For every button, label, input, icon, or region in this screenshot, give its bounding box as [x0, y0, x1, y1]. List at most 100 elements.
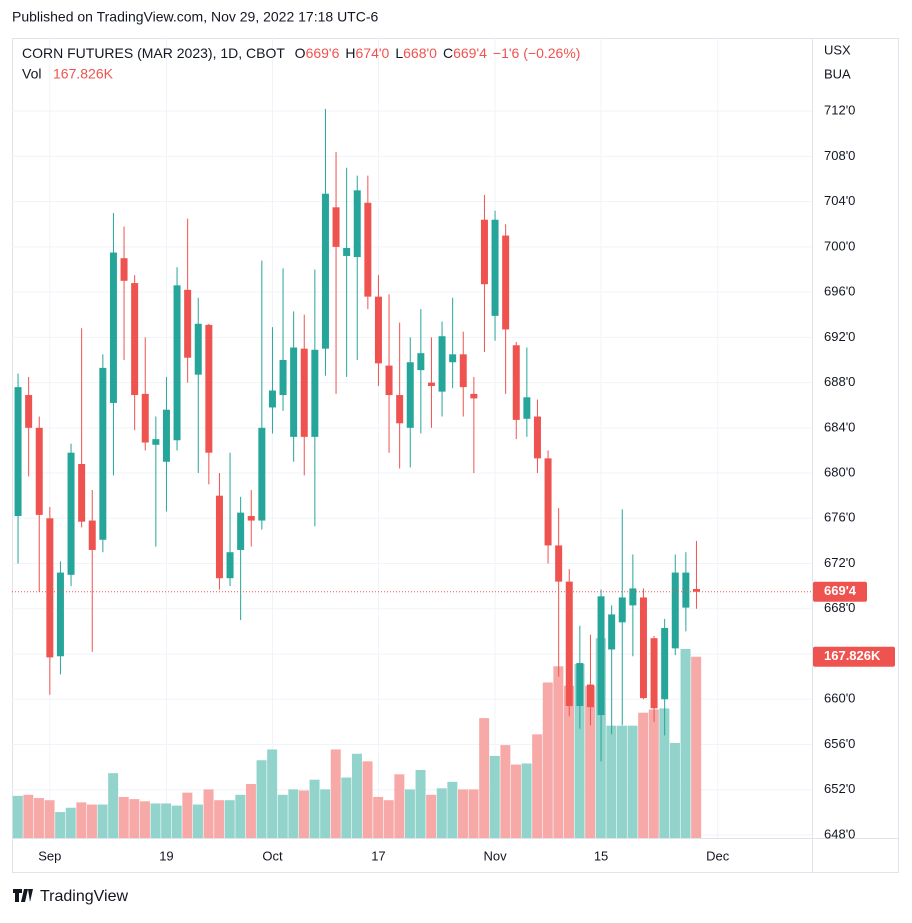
volume-bar — [489, 755, 500, 838]
brand: TradingView — [40, 888, 128, 905]
y-tick-label: 696'0 — [824, 284, 855, 299]
volume-bar — [341, 777, 352, 838]
candle-body — [396, 395, 404, 424]
volume-bar — [553, 666, 564, 838]
candle-body — [88, 520, 96, 550]
candle-body — [78, 464, 86, 522]
candle-body — [247, 516, 255, 521]
volume-bar — [235, 794, 246, 838]
x-tick-label: Oct — [262, 848, 283, 863]
candle-body — [682, 572, 690, 608]
y-tick-label: 652'0 — [824, 781, 855, 796]
candle-body — [406, 362, 414, 428]
candle-body — [332, 207, 340, 247]
candle-body — [25, 395, 33, 428]
last-price-label: 669'4 — [824, 583, 857, 598]
volume-bar — [521, 763, 532, 838]
y-tick-label: 700'0 — [824, 238, 855, 253]
candle-body — [544, 458, 552, 546]
volume-bar — [648, 709, 659, 838]
candle-body — [141, 393, 149, 443]
legend-item: L — [395, 45, 403, 61]
candle-body — [109, 252, 117, 403]
candle-body — [321, 193, 329, 349]
candle-body — [184, 289, 192, 358]
volume-bar — [55, 812, 66, 838]
candle-body — [417, 353, 425, 371]
candle-body — [438, 336, 446, 392]
candle-body — [290, 347, 298, 437]
volume-bar — [139, 801, 150, 838]
y-tick-label: 668'0 — [824, 600, 855, 615]
volume-bar — [616, 725, 627, 838]
volume-bar — [468, 789, 479, 838]
y-tick-label: 704'0 — [824, 193, 855, 208]
volume-bar — [447, 781, 458, 838]
volume-bar — [383, 800, 394, 838]
volume-bar — [436, 788, 447, 838]
candle-body — [279, 359, 287, 396]
volume-bar — [192, 804, 203, 838]
candle-body — [512, 345, 520, 420]
candle-body — [692, 588, 700, 592]
candle-body — [533, 416, 541, 459]
volume-bar — [320, 789, 331, 838]
volume-bar — [457, 789, 468, 838]
volume-bar — [394, 774, 405, 838]
candle-body — [449, 354, 457, 363]
currency: USX — [824, 42, 851, 57]
volume-bar — [415, 769, 426, 838]
candles — [14, 108, 700, 762]
y-tick-label: 684'0 — [824, 419, 855, 434]
volume-bar — [224, 800, 235, 838]
candle-body — [618, 597, 626, 623]
volume-badge — [813, 646, 895, 667]
legend-item: O — [295, 45, 306, 61]
volume-bar — [574, 664, 585, 838]
volume-bar — [691, 656, 702, 838]
candle-body — [237, 512, 245, 550]
volume-bar — [669, 742, 680, 838]
volume-bar — [288, 789, 299, 838]
legend-item: 669'6 — [306, 45, 340, 61]
volume-bar — [129, 799, 140, 838]
candle-body — [459, 354, 467, 388]
unit: BUA — [824, 66, 851, 81]
volume-bar — [118, 796, 129, 838]
candle-body — [46, 518, 54, 658]
candle-body — [205, 324, 213, 453]
volume-bar — [44, 800, 55, 838]
y-tick-label: 676'0 — [824, 510, 855, 525]
y-tick-label: 708'0 — [824, 148, 855, 163]
candle-body — [343, 248, 351, 256]
volume-bar — [86, 804, 97, 838]
volume-badge-label: 167.826K — [824, 648, 881, 663]
legend-item: −1'6 (−0.26%) — [493, 45, 581, 61]
volume-bar — [97, 804, 108, 838]
y-tick-label: 656'0 — [824, 736, 855, 751]
x-tick-label: Sep — [38, 848, 61, 863]
candle-body — [427, 382, 435, 386]
candle-body — [586, 684, 594, 708]
candle-body — [502, 235, 510, 330]
candle-body — [374, 296, 382, 364]
volume-bar — [245, 784, 256, 838]
y-tick-label: 648'0 — [824, 826, 855, 841]
volume-bar — [510, 764, 521, 838]
x-tick-label: 19 — [159, 848, 173, 863]
volume-bar — [585, 685, 596, 838]
candle-body — [35, 427, 43, 515]
published: Published on TradingView.com, Nov 29, 20… — [12, 9, 379, 25]
volume-bar — [214, 800, 225, 838]
legend-item: 669'4 — [453, 45, 487, 61]
volume-bar — [203, 789, 214, 838]
candle-body — [491, 219, 499, 316]
legend-item: 674'0 — [356, 45, 390, 61]
candle-body — [523, 397, 531, 419]
x-tick-label: Nov — [483, 848, 507, 863]
volume-bar — [256, 760, 267, 838]
legend-item: 668'0 — [403, 45, 437, 61]
candle-body — [152, 439, 160, 445]
candle-body — [67, 452, 75, 575]
